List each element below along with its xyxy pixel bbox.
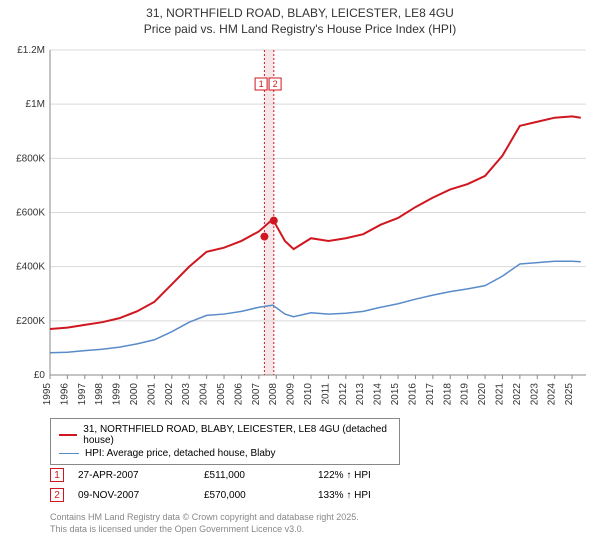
chart-area: £0 £200K £400K £600K £800K £1M £1.2M 1995 1996 19… <box>0 40 600 410</box>
svg-text:2020: 2020 <box>477 383 488 406</box>
legend-swatch <box>59 453 79 454</box>
marker-row: 2 09-NOV-2007 £570,000 133% ↑ HPI <box>50 485 408 505</box>
svg-text:2019: 2019 <box>460 383 471 406</box>
svg-text:2021: 2021 <box>494 383 505 406</box>
svg-text:2015: 2015 <box>390 383 401 406</box>
svg-text:£1.2M: £1.2M <box>17 45 45 56</box>
svg-text:2017: 2017 <box>425 383 436 406</box>
svg-text:£200K: £200K <box>16 316 45 327</box>
legend-item: 31, NORTHFIELD ROAD, BLABY, LEICESTER, L… <box>59 423 391 447</box>
svg-text:2004: 2004 <box>199 383 210 406</box>
svg-text:2008: 2008 <box>268 383 279 406</box>
footer-attribution: Contains HM Land Registry data © Crown c… <box>50 512 359 535</box>
svg-text:2006: 2006 <box>233 383 244 406</box>
chart-title: 31, NORTHFIELD ROAD, BLABY, LEICESTER, L… <box>0 0 600 37</box>
svg-text:2018: 2018 <box>442 383 453 406</box>
svg-text:£800K: £800K <box>16 153 45 164</box>
svg-text:1997: 1997 <box>77 383 88 406</box>
svg-text:1995: 1995 <box>42 383 53 406</box>
svg-text:2012: 2012 <box>338 383 349 406</box>
legend-label: 31, NORTHFIELD ROAD, BLABY, LEICESTER, L… <box>83 424 391 446</box>
svg-text:2013: 2013 <box>355 383 366 406</box>
title-line-1: 31, NORTHFIELD ROAD, BLABY, LEICESTER, L… <box>0 6 600 22</box>
svg-text:1998: 1998 <box>94 383 105 406</box>
svg-text:2023: 2023 <box>529 383 540 406</box>
marker-price: £570,000 <box>204 490 304 501</box>
svg-text:£600K: £600K <box>16 208 45 219</box>
svg-text:2014: 2014 <box>373 383 384 406</box>
svg-text:2001: 2001 <box>146 383 157 406</box>
svg-text:2005: 2005 <box>216 383 227 406</box>
svg-text:2025: 2025 <box>564 383 575 406</box>
legend: 31, NORTHFIELD ROAD, BLABY, LEICESTER, L… <box>50 418 400 465</box>
price-chart: £0 £200K £400K £600K £800K £1M £1.2M 1995 1996 19… <box>0 40 600 410</box>
svg-text:2011: 2011 <box>320 383 331 405</box>
svg-text:£1M: £1M <box>26 99 45 110</box>
svg-text:2024: 2024 <box>547 383 558 406</box>
marker-row: 1 27-APR-2007 £511,000 122% ↑ HPI <box>50 465 408 485</box>
svg-text:2002: 2002 <box>164 383 175 406</box>
title-line-2: Price paid vs. HM Land Registry's House … <box>0 22 600 38</box>
marker-date: 09-NOV-2007 <box>78 490 190 501</box>
legend-swatch <box>59 434 77 436</box>
svg-text:£400K: £400K <box>16 262 45 273</box>
svg-text:2022: 2022 <box>512 383 523 406</box>
svg-text:£0: £0 <box>34 370 46 381</box>
marker-number-icon: 2 <box>50 488 64 502</box>
svg-text:2000: 2000 <box>129 383 140 406</box>
svg-text:2007: 2007 <box>251 383 262 406</box>
marker-price: £511,000 <box>204 470 304 481</box>
svg-text:1: 1 <box>259 79 264 89</box>
legend-item: HPI: Average price, detached house, Blab… <box>59 447 391 460</box>
svg-text:1996: 1996 <box>59 383 70 406</box>
marker-pct: 122% ↑ HPI <box>318 470 408 481</box>
svg-text:1999: 1999 <box>112 383 123 406</box>
marker-table: 1 27-APR-2007 £511,000 122% ↑ HPI 2 09-NOV-20… <box>50 465 408 505</box>
marker-date: 27-APR-2007 <box>78 470 190 481</box>
svg-text:2: 2 <box>273 79 278 89</box>
legend-label: HPI: Average price, detached house, Blab… <box>85 448 276 459</box>
marker-pct: 133% ↑ HPI <box>318 490 408 501</box>
svg-text:2009: 2009 <box>286 383 297 406</box>
svg-text:2003: 2003 <box>181 383 192 406</box>
footer-line-1: Contains HM Land Registry data © Crown c… <box>50 512 359 524</box>
svg-text:2016: 2016 <box>407 383 418 406</box>
svg-text:2010: 2010 <box>303 383 314 406</box>
marker-number-icon: 1 <box>50 468 64 482</box>
footer-line-2: This data is licensed under the Open Gov… <box>50 524 359 536</box>
